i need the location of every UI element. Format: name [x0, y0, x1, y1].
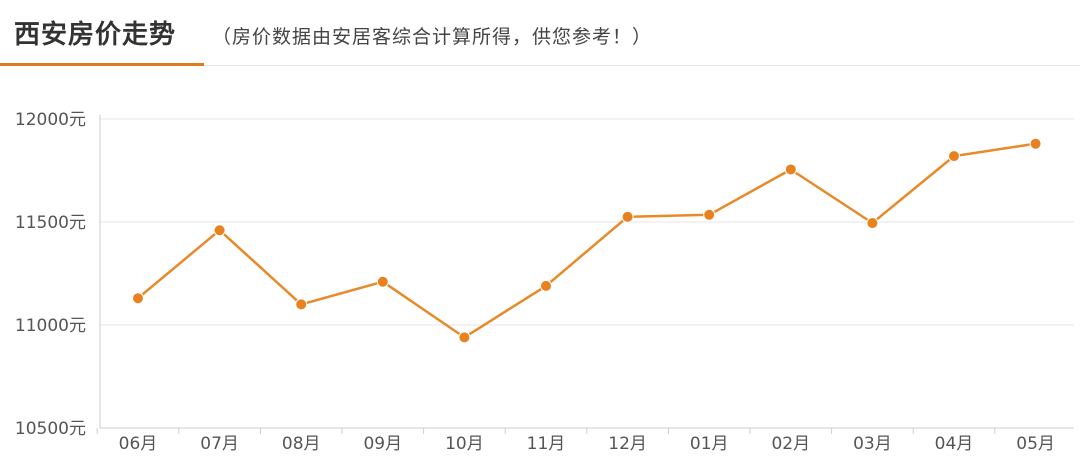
x-tick-labels: 06月 07月 08月 09月 10月 11月 12月 01月 02月 03月 04月 05月	[119, 434, 1055, 454]
x-tick-label: 06月	[119, 434, 158, 454]
data-point[interactable]	[866, 217, 879, 230]
data-point[interactable]	[703, 208, 716, 221]
x-tick-label: 05月	[1016, 434, 1055, 454]
data-point[interactable]	[458, 331, 471, 344]
x-tick-label: 10月	[445, 434, 484, 454]
data-point[interactable]	[540, 279, 552, 292]
y-tick-label: 10500元	[15, 419, 86, 439]
x-tick-label: 08月	[282, 434, 321, 454]
page-subtitle: （房价数据由安居客综合计算所得，供您参考！）	[212, 26, 653, 48]
data-point[interactable]	[132, 292, 144, 305]
data-point[interactable]	[948, 150, 960, 163]
series-line-path	[137, 142, 1036, 339]
x-tick-label: 07月	[200, 434, 239, 454]
x-tick-label: 02月	[771, 434, 810, 454]
data-point[interactable]	[213, 224, 226, 237]
y-tick-labels: 12000元 11500元 11000元 10500元	[15, 110, 86, 439]
data-point[interactable]	[784, 163, 797, 176]
x-tick-label: 12月	[608, 434, 647, 454]
y-tick-label: 12000元	[15, 110, 86, 130]
x-tick-label: 04月	[935, 434, 974, 454]
series-points	[132, 137, 1042, 344]
data-point[interactable]	[295, 298, 308, 311]
x-tick-label: 03月	[853, 434, 892, 454]
x-tick-label: 11月	[527, 434, 566, 454]
y-tick-label: 11500元	[15, 213, 86, 233]
page-title: 西安房价走势	[14, 20, 177, 50]
data-point[interactable]	[376, 275, 389, 288]
axes	[96, 115, 1074, 434]
header-accent-bar	[0, 63, 204, 66]
grid-lines	[100, 118, 1074, 326]
data-point[interactable]	[1029, 137, 1042, 150]
y-tick-label: 11000元	[15, 316, 86, 336]
series-line	[137, 142, 1036, 339]
data-point[interactable]	[621, 210, 634, 223]
chart-header: 西安房价走势 （房价数据由安居客综合计算所得，供您参考！）	[0, 0, 1080, 66]
header-divider	[0, 65, 1080, 66]
x-tick-label: 01月	[690, 434, 729, 454]
x-tick-label: 09月	[363, 434, 402, 454]
